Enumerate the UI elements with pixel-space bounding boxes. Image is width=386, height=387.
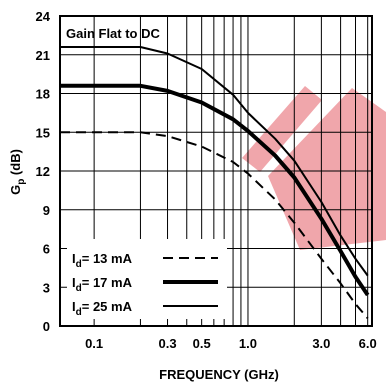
series-line-3 bbox=[60, 46, 369, 277]
y-axis-label-main: G bbox=[8, 185, 23, 195]
y-tick-label: 24 bbox=[36, 9, 51, 24]
y-tick-label: 12 bbox=[36, 164, 50, 179]
legend-label-2: Id= 17 mA bbox=[72, 275, 133, 294]
y-tick-label: 3 bbox=[43, 280, 50, 295]
svg-text:Gp (dB): Gp (dB) bbox=[8, 149, 27, 195]
y-axis-label-unit: (dB) bbox=[8, 149, 23, 179]
y-tick-label: 0 bbox=[43, 319, 50, 334]
x-tick-label: 0.5 bbox=[193, 336, 211, 351]
y-tick-label: 18 bbox=[36, 87, 50, 102]
y-axis-label-sub: p bbox=[16, 179, 27, 185]
y-tick-label: 15 bbox=[36, 125, 50, 140]
y-tick-label: 21 bbox=[36, 48, 50, 63]
y-tick-label: 9 bbox=[43, 203, 50, 218]
x-axis-label: FREQUENCY (GHz) bbox=[159, 367, 279, 382]
x-tick-label: 3.0 bbox=[312, 336, 330, 351]
legend-label-1: Id= 13 mA bbox=[72, 251, 133, 270]
plot-frame bbox=[59, 15, 373, 327]
series-line-1 bbox=[60, 131, 369, 319]
x-tick-label: 1.0 bbox=[239, 336, 257, 351]
watermark-logo bbox=[242, 86, 386, 250]
y-axis-label: Gp (dB) bbox=[8, 149, 27, 195]
x-tick-label: 0.3 bbox=[158, 336, 176, 351]
chart-annotation: Gain Flat to DC bbox=[66, 26, 161, 41]
x-tick-label: 6.0 bbox=[359, 336, 377, 351]
legend-label-3: Id= 25 mA bbox=[72, 299, 133, 318]
series-line-2 bbox=[60, 83, 370, 297]
y-tick-label: 6 bbox=[43, 242, 50, 257]
x-tick-label: 0.1 bbox=[85, 336, 103, 351]
